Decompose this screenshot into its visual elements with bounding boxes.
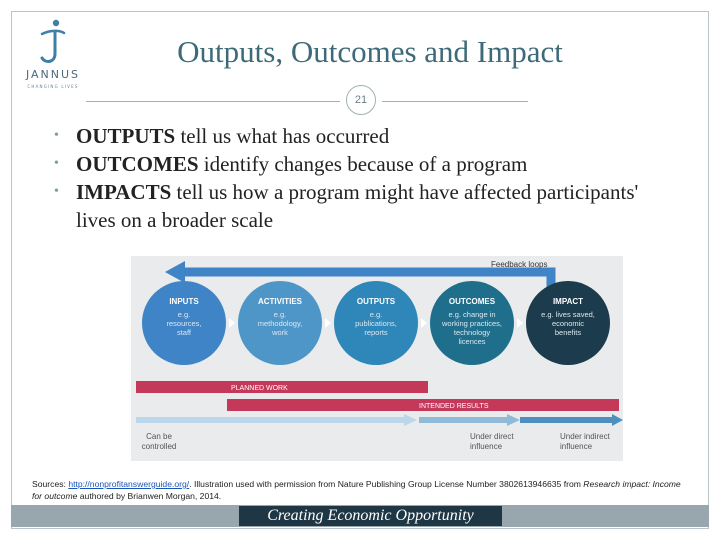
stage-detail-impact: benefits (555, 328, 582, 337)
influence-label: Can be (146, 432, 172, 441)
slide-frame (11, 11, 709, 529)
stage-connector-arrow (229, 318, 235, 328)
stage-circle-outcomes (430, 281, 514, 365)
feedback-loops-label: Feedback loops (491, 260, 547, 269)
planned-work-label: PLANNED WORK (231, 385, 288, 392)
bullet-term: IMPACTS (76, 180, 172, 204)
influence-label: influence (470, 442, 503, 451)
slide-number: 21 (346, 85, 376, 115)
influence-label: Under indirect (560, 432, 611, 441)
stage-detail-outputs: publications, (355, 319, 397, 328)
stage-detail-outcomes: technology (454, 328, 491, 337)
logic-model-svg: Feedback loopsINPUTSe.g.resources,staffA… (136, 260, 623, 451)
influence-label: influence (560, 442, 593, 451)
bullet-impacts: • IMPACTS tell us how a program might hav… (54, 178, 654, 234)
stage-detail-outputs: reports (364, 328, 388, 337)
influence-arrowhead-controlled (404, 414, 417, 426)
stage-detail-inputs: e.g. (178, 310, 191, 319)
title-rule-right (382, 101, 528, 102)
stage-circle-impact (526, 281, 610, 365)
influence-arrow-controlled (136, 417, 404, 423)
bullet-text: tell us what has occurred (175, 124, 390, 148)
stage-detail-inputs: resources, (166, 319, 201, 328)
source-citation: Sources: http://nonprofitanswerguide.org… (32, 478, 692, 502)
bullet-list: • OUTPUTS tell us what has occurred • OUTC… (54, 122, 654, 234)
stage-title-inputs: INPUTS (169, 297, 199, 306)
footer-tagline: Creating Economic Opportunity (239, 506, 502, 526)
stage-title-outcomes: OUTCOMES (449, 297, 496, 306)
stage-detail-outcomes: working practices, (441, 319, 502, 328)
stage-title-outputs: OUTPUTS (357, 297, 396, 306)
slide-title: Outputs, Outcomes and Impact (177, 34, 563, 69)
stage-title-activities: ACTIVITIES (258, 297, 303, 306)
bullet-text: tell us how a program might have affecte… (76, 180, 639, 232)
stage-detail-impact: e.g. lives saved, (541, 310, 595, 319)
stage-detail-activities: e.g. (274, 310, 287, 319)
source-prefix: Sources: (32, 479, 69, 489)
feedback-arrow-tail (531, 267, 556, 290)
stage-detail-activities: methodology, (258, 319, 302, 328)
source-text: . Illustration used with permission from… (189, 479, 584, 489)
stage-circle-outputs (334, 281, 418, 365)
stage-detail-activities: work (271, 328, 288, 337)
stage-detail-inputs: staff (177, 328, 192, 337)
influence-arrow-indirect (520, 417, 612, 423)
influence-label: controlled (142, 442, 177, 451)
stage-detail-outcomes: e.g. change in (448, 310, 495, 319)
stage-circle-activities (238, 281, 322, 365)
source-title: Research impact: Income for outcome (32, 479, 681, 501)
stage-connector-arrow (325, 318, 331, 328)
bullet-text: identify changes because of a program (198, 152, 528, 176)
stage-connector-arrow (421, 318, 427, 328)
jannus-j-icon (40, 19, 66, 63)
bullet-dot: • (54, 128, 59, 143)
bar-gap (409, 366, 427, 381)
intended-results-bar (227, 399, 619, 411)
bullet-term: OUTPUTS (76, 124, 176, 148)
stage-title-impact: IMPACT (553, 297, 583, 306)
bullet-term: OUTCOMES (76, 152, 199, 176)
planned-work-bar (136, 381, 428, 393)
influence-arrowhead-direct (507, 414, 520, 426)
bullet-outputs: • OUTPUTS tell us what has occurred (54, 122, 654, 150)
stage-detail-impact: economic (552, 319, 584, 328)
intended-results-label: INTENDED RESULTS (419, 403, 489, 410)
feedback-arrow-head (165, 261, 185, 283)
source-author: authored by Brianwen Morgan, 2014. (77, 491, 222, 501)
influence-label: Under direct (470, 432, 514, 441)
stage-detail-outputs: e.g. (370, 310, 383, 319)
influence-arrow-direct (419, 417, 507, 423)
stage-circle-inputs (142, 281, 226, 365)
logo-tagline: CHANGING LIVES (27, 84, 79, 89)
bullet-outcomes: • OUTCOMES identify changes because of a … (54, 150, 654, 178)
stage-connector-arrow (517, 318, 523, 328)
bullet-dot: • (54, 184, 59, 199)
title-rule-left (86, 101, 340, 102)
source-link[interactable]: http://nonprofitanswerguide.org/ (68, 479, 190, 489)
logo-wordmark: JANNUS (25, 68, 81, 81)
logic-model-diagram: Feedback loops INPUTS e.g. resources, staff A… (131, 256, 623, 461)
influence-arrowhead-indirect (612, 414, 623, 426)
bullet-dot: • (54, 156, 59, 171)
jannus-logo: JANNUS CHANGING LIVES (22, 18, 84, 96)
stage-detail-outcomes: licences (458, 337, 485, 346)
